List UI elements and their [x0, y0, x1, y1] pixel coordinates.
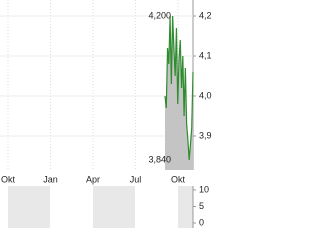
y-tick-label: 10: [199, 184, 209, 194]
y-tick-label: 3,9: [199, 130, 212, 140]
y-tick-label: 4,0: [199, 90, 212, 100]
x-tick-label: Okt: [171, 174, 186, 184]
y-tick-label: 0: [199, 217, 204, 227]
price-panel: [0, 0, 193, 170]
line: [164, 15, 194, 161]
annotation: 4,200: [148, 10, 171, 20]
band: [93, 186, 135, 228]
annotation: 3,840: [148, 154, 171, 164]
x-tick-label: Okt: [1, 174, 16, 184]
chart: Okt Jan Apr Jul Okt 4,2 4,1 4,0 3,9 4,200 3,840 10 5…: [0, 0, 212, 228]
band: [178, 186, 193, 228]
x-tick-label: Apr: [86, 174, 100, 184]
band: [8, 186, 50, 228]
x-tick-label: Jul: [130, 174, 142, 184]
y-tick-label: 5: [199, 201, 204, 211]
y-tick-label: 4,1: [199, 50, 212, 60]
y-tick-label: 4,2: [199, 10, 212, 20]
x-tick-label: Jan: [43, 174, 58, 184]
